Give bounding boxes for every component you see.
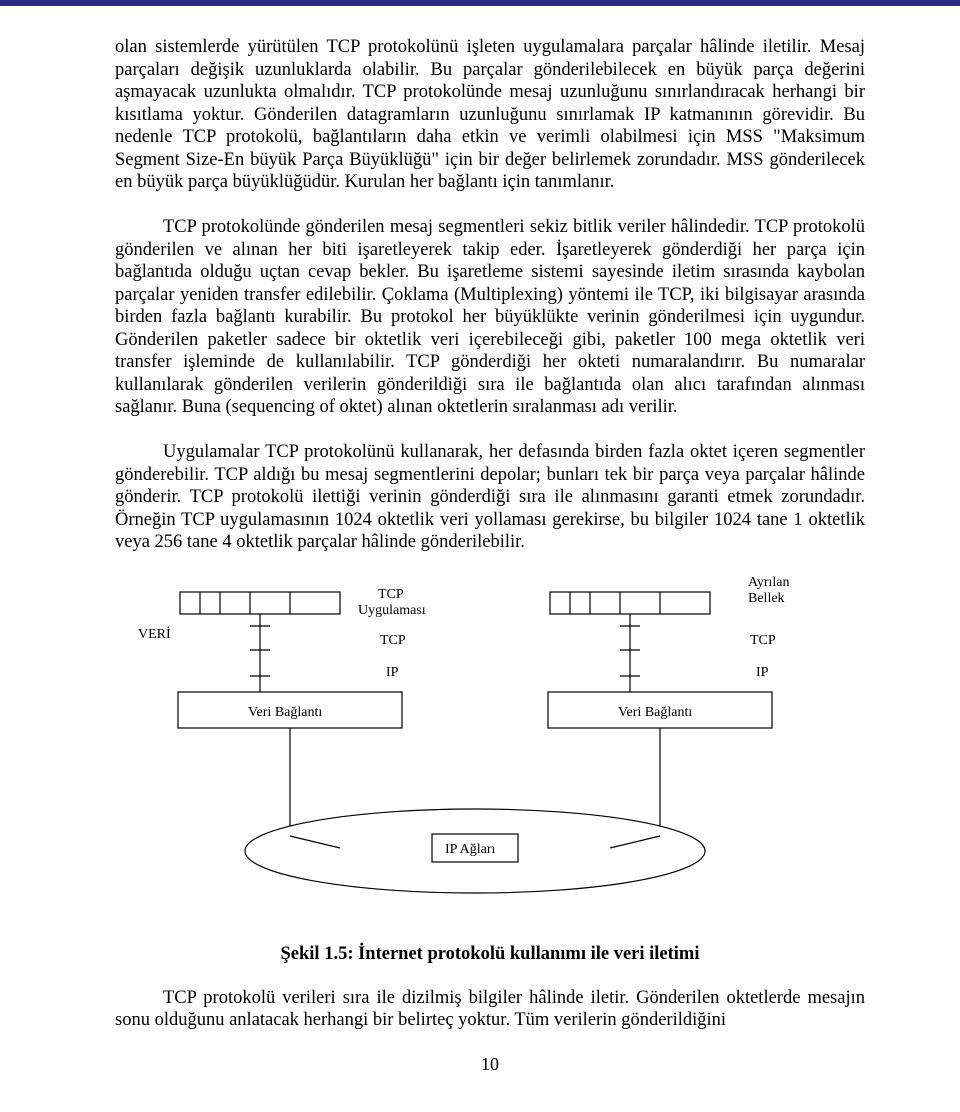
label-ayrilan-1: Ayrılan	[748, 576, 789, 590]
label-tcp-app-1: TCP	[378, 587, 404, 602]
label-veri-baglanti-right: Veri Bağlantı	[618, 705, 692, 720]
figure-diagram: VERİ TCP Uygulaması TCP IP Veri Bağlantı	[115, 576, 865, 916]
label-veri-baglanti-left: Veri Bağlantı	[248, 705, 322, 720]
label-tcp-right: TCP	[750, 633, 776, 648]
paragraph-1: olan sistemlerde yürütülen TCP protokolü…	[115, 36, 865, 194]
label-ip-aglari: IP Ağları	[445, 842, 496, 857]
label-tcp-app-2: Uygulaması	[358, 603, 426, 618]
paragraph-4: TCP protokolü verileri sıra ile dizilmiş…	[115, 987, 865, 1032]
paragraph-3: Uygulamalar TCP protokolünü kullanarak, …	[115, 441, 865, 554]
label-ip-right: IP	[756, 665, 769, 680]
tcp-ip-diagram-svg: VERİ TCP Uygulaması TCP IP Veri Bağlantı	[120, 576, 860, 916]
label-tcp-left: TCP	[380, 633, 406, 648]
document-page: olan sistemlerde yürütülen TCP protokolü…	[0, 0, 960, 1105]
figure-caption: Şekil 1.5: İnternet protokolü kullanımı …	[115, 944, 865, 965]
label-ayrilan-2: Bellek	[748, 591, 785, 606]
label-veri: VERİ	[138, 626, 171, 642]
paragraph-2: TCP protokolünde gönderilen mesaj segmen…	[115, 216, 865, 419]
page-number: 10	[115, 1054, 865, 1075]
label-ip-left: IP	[386, 665, 399, 680]
